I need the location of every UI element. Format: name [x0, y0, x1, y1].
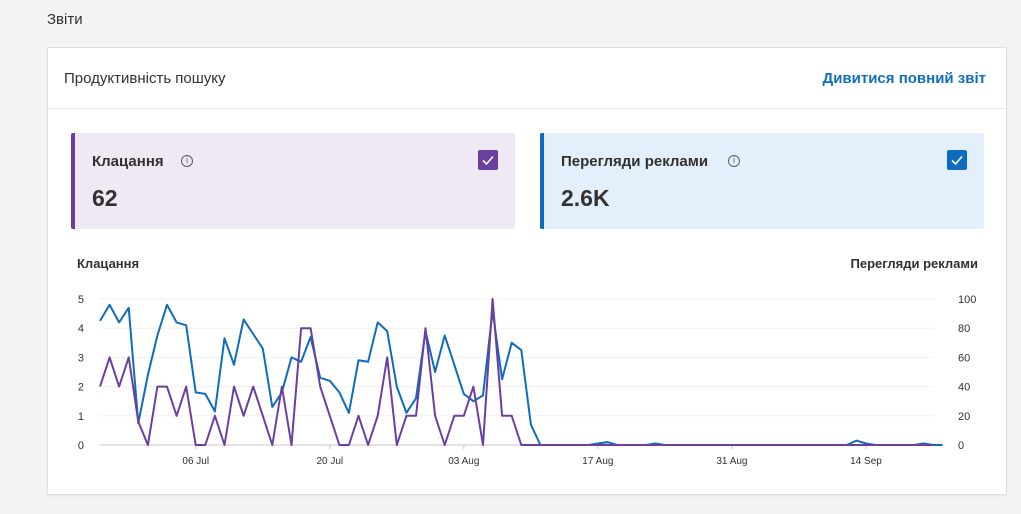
card-header: Продуктивність пошуку Дивитися повний зв… [48, 48, 1006, 109]
view-full-report-link[interactable]: Дивитися повний звіт [822, 70, 986, 87]
clicks-checkbox[interactable] [478, 150, 498, 170]
right-axis-tick-label: 20 [958, 411, 970, 423]
left-axis-tick-label: 5 [78, 294, 84, 306]
left-axis-tick-label: 4 [78, 323, 84, 335]
search-performance-chart: 0 1 2 3 4 5 0 20 40 60 80 100 06 Jul 20 Jul 03 Aug 17 A… [78, 294, 976, 467]
right-axis-tick-label: 100 [958, 294, 976, 306]
clicks-value: 62 [92, 185, 118, 211]
info-icon[interactable]: i [181, 155, 193, 167]
right-axis-tick-label: 40 [958, 382, 970, 394]
x-axis-tick-label: 06 Jul [182, 456, 209, 467]
left-axis-title: Клацання [77, 256, 140, 271]
clicks-metric-tile[interactable]: Клацання i 62 [71, 133, 515, 229]
x-axis-tick-label: 31 Aug [716, 456, 747, 467]
search-performance-card: Продуктивність пошуку Дивитися повний зв… [47, 47, 1007, 495]
x-axis-tick-label: 17 Aug [582, 456, 613, 467]
left-axis-tick-label: 2 [78, 382, 84, 394]
section-title: Звіти [47, 11, 83, 28]
x-axis-tick-label: 03 Aug [448, 456, 479, 467]
x-axis-tick-label: 14 Sep [850, 456, 882, 467]
ad-views-series-line [99, 303, 943, 446]
card-title: Продуктивність пошуку [64, 70, 226, 87]
right-axis-title: Перегляди реклами [850, 256, 978, 271]
ad-views-value: 2.6K [561, 185, 610, 211]
left-axis-tick-label: 0 [78, 440, 84, 452]
ad-views-label: Перегляди реклами [561, 153, 709, 170]
left-axis-tick-label: 1 [78, 411, 84, 423]
ad-views-checkbox[interactable] [947, 150, 967, 170]
ad-views-metric-tile[interactable]: Перегляди реклами i 2.6K [540, 133, 984, 229]
clicks-label: Клацання [92, 153, 164, 170]
left-axis-tick-label: 3 [78, 352, 84, 364]
right-axis-tick-label: 60 [958, 352, 970, 364]
right-axis-tick-label: 80 [958, 323, 970, 335]
clicks-series-line [99, 298, 933, 446]
right-axis-tick-label: 0 [958, 440, 964, 452]
checkmark-icon [482, 155, 494, 166]
info-icon[interactable]: i [728, 155, 740, 167]
x-axis-tick-label: 20 Jul [316, 456, 343, 467]
checkmark-icon [951, 155, 963, 166]
